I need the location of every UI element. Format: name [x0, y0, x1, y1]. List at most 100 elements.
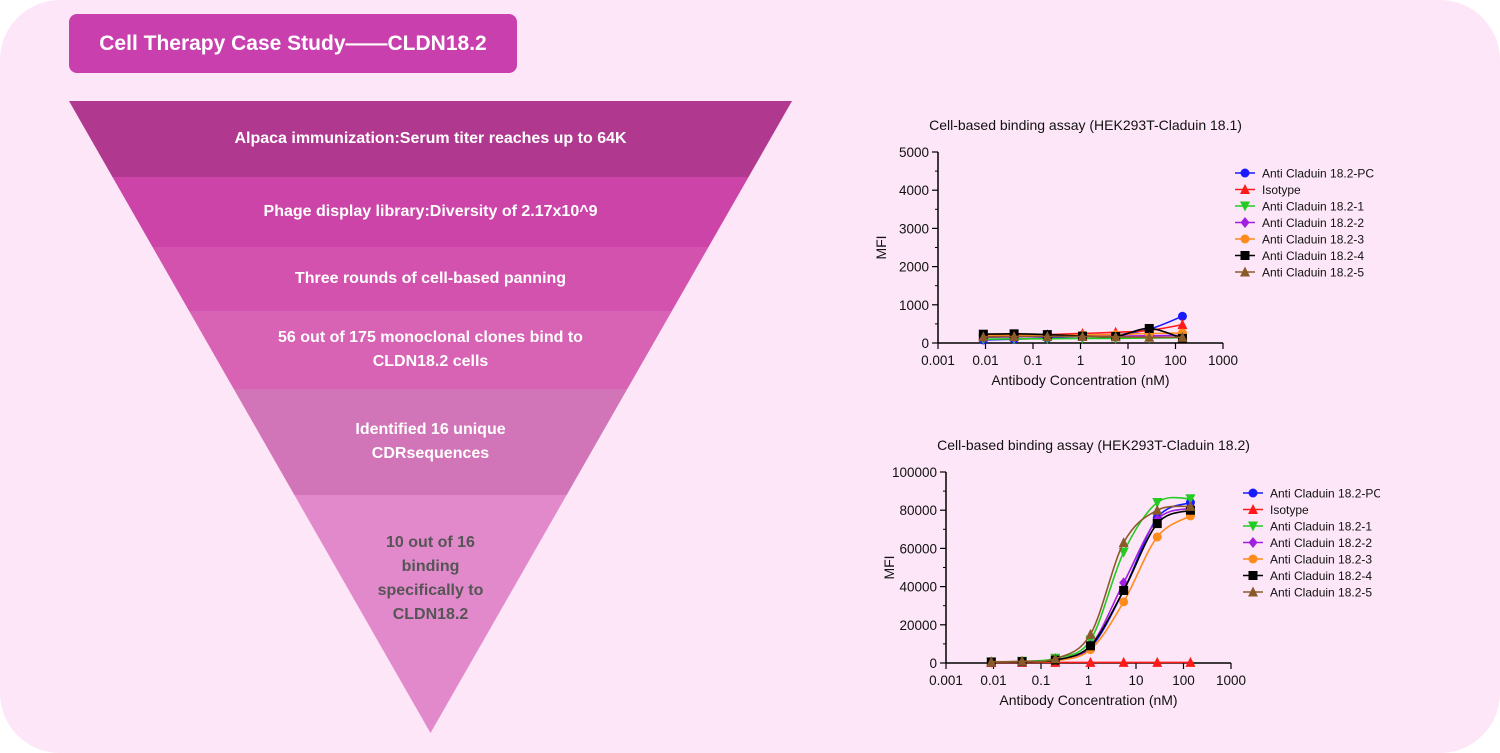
- y-tick-label: 60000: [899, 541, 937, 556]
- legend-marker: [1240, 266, 1250, 277]
- legend-item: Anti Claduin 18.2-5: [1243, 586, 1372, 600]
- legend-item: Anti Claduin 18.2-2: [1243, 536, 1372, 550]
- data-point: [978, 331, 989, 342]
- legend-marker: [1248, 504, 1258, 514]
- legend-item: Anti Claduin 18.2-PC: [1235, 167, 1374, 181]
- x-tick-label: 100: [1172, 673, 1195, 688]
- data-point: [986, 656, 997, 667]
- y-tick-label: 100000: [892, 465, 937, 480]
- data-point: [1017, 655, 1028, 666]
- legend-item: Isotype: [1235, 183, 1301, 197]
- funnel-layer-text: Phage display library:Diversity of 2.17x…: [263, 203, 598, 220]
- funnel-layer-text: Alpaca immunization:Serum titer reaches …: [234, 130, 627, 147]
- legend-item: Anti Claduin 18.2-PC: [1243, 487, 1380, 501]
- legend-item: Anti Claduin 18.2-2: [1235, 216, 1364, 230]
- data-point: [1085, 641, 1095, 651]
- page-title: Cell Therapy Case Study——CLDN18.2: [69, 14, 517, 73]
- funnel-diagram: Alpaca immunization:Serum titer reaches …: [69, 101, 792, 733]
- data-point: [1152, 519, 1162, 529]
- data-point: [1177, 311, 1187, 321]
- funnel-layer-3: Three rounds of cell-based panning: [69, 247, 792, 311]
- legend-label: Anti Claduin 18.2-4: [1262, 249, 1364, 263]
- data-point: [1050, 653, 1061, 664]
- chart-title: Cell-based binding assay (HEK293T-Cladui…: [929, 117, 1242, 133]
- legend-item: Anti Claduin 18.2-5: [1235, 266, 1364, 280]
- funnel-layer-5: Identified 16 unique CDRsequences: [69, 389, 792, 495]
- x-tick-label: 1000: [1208, 353, 1238, 368]
- y-tick-label: 20000: [899, 618, 937, 633]
- legend-label: Anti Claduin 18.2-4: [1270, 569, 1372, 583]
- funnel-layer-2: Phage display library:Diversity of 2.17x…: [69, 177, 792, 247]
- legend-label: Anti Claduin 18.2-5: [1270, 586, 1372, 600]
- data-point: [1118, 547, 1129, 558]
- x-axis-label: Antibody Concentration (nM): [999, 692, 1177, 708]
- legend-item: Anti Claduin 18.2-3: [1235, 233, 1364, 247]
- legend-marker: [1248, 521, 1258, 532]
- data-point: [1119, 585, 1129, 595]
- legend-item: Anti Claduin 18.2-1: [1235, 200, 1364, 214]
- legend-item: Anti Claduin 18.2-4: [1243, 569, 1372, 583]
- legend-marker: [1248, 554, 1258, 564]
- binding-chart-claudin-18-1: Cell-based binding assay (HEK293T-Cladui…: [873, 117, 1374, 388]
- legend-label: Anti Claduin 18.2-1: [1262, 200, 1364, 214]
- legend-label: Anti Claduin 18.2-3: [1270, 553, 1372, 567]
- x-tick-label: 100: [1164, 353, 1187, 368]
- data-point: [1118, 537, 1129, 548]
- legend-label: Isotype: [1262, 183, 1301, 197]
- y-tick-label: 3000: [899, 221, 929, 236]
- series-anti-claduin-18-2-5: [978, 331, 1188, 342]
- funnel-layer-1: Alpaca immunization:Serum titer reaches …: [69, 101, 792, 177]
- legend-label: Anti Claduin 18.2-PC: [1270, 487, 1380, 501]
- data-point: [1152, 532, 1162, 542]
- legend-marker: [1248, 571, 1258, 580]
- x-tick-label: 1: [1085, 673, 1093, 688]
- x-tick-label: 10: [1120, 353, 1135, 368]
- data-point: [1119, 577, 1129, 589]
- data-point: [1152, 504, 1163, 515]
- funnel-layer-text: 10 out of 16 binding specifically to CLD…: [377, 534, 484, 623]
- legend-label: Anti Claduin 18.2-3: [1262, 233, 1364, 247]
- data-point: [1177, 331, 1188, 342]
- y-tick-label: 80000: [899, 503, 937, 518]
- y-tick-label: 0: [929, 656, 937, 671]
- series-anti-claduin-18-2-5: [986, 500, 1196, 667]
- data-point: [1118, 656, 1129, 667]
- data-point: [1009, 331, 1020, 342]
- data-point: [1085, 628, 1096, 639]
- y-tick-label: 0: [921, 336, 929, 351]
- legend-label: Isotype: [1270, 503, 1309, 517]
- x-tick-label: 0.01: [980, 673, 1006, 688]
- x-tick-label: 0.001: [921, 353, 955, 368]
- data-point: [1185, 656, 1196, 667]
- funnel-layer-text: Three rounds of cell-based panning: [294, 270, 567, 287]
- legend-label: Anti Claduin 18.2-1: [1270, 520, 1372, 534]
- legend-item: Anti Claduin 18.2-3: [1243, 553, 1372, 567]
- y-tick-label: 40000: [899, 580, 937, 595]
- y-tick-label: 5000: [899, 145, 929, 160]
- legend-marker: [1240, 251, 1250, 260]
- x-tick-label: 0.01: [972, 353, 998, 368]
- data-point: [1085, 656, 1096, 667]
- x-tick-label: 1000: [1216, 673, 1246, 688]
- y-tick-label: 2000: [899, 260, 929, 275]
- legend-label: Anti Claduin 18.2-5: [1262, 266, 1364, 280]
- x-tick-label: 0.1: [1032, 673, 1051, 688]
- x-axis-label: Antibody Concentration (nM): [991, 372, 1169, 388]
- y-axis-label: MFI: [881, 555, 897, 579]
- data-point: [1152, 498, 1163, 509]
- legend-marker: [1248, 488, 1258, 498]
- legend-item: Isotype: [1243, 503, 1309, 517]
- y-axis-label: MFI: [873, 235, 889, 259]
- funnel-layer-4: 56 out of 175 monoclonal clones bind to …: [69, 311, 792, 389]
- legend-label: Anti Claduin 18.2-2: [1270, 536, 1372, 550]
- funnel-layer-text: 56 out of 175 monoclonal clones bind to …: [278, 329, 583, 370]
- legend-marker: [1248, 537, 1258, 548]
- data-point: [1152, 656, 1163, 667]
- legend-item: Anti Claduin 18.2-4: [1235, 249, 1364, 263]
- legend-marker: [1240, 184, 1250, 194]
- binding-chart-claudin-18-2: Cell-based binding assay (HEK293T-Cladui…: [881, 437, 1380, 708]
- data-point: [1144, 331, 1155, 342]
- data-point: [1119, 597, 1129, 607]
- legend-marker: [1248, 586, 1258, 597]
